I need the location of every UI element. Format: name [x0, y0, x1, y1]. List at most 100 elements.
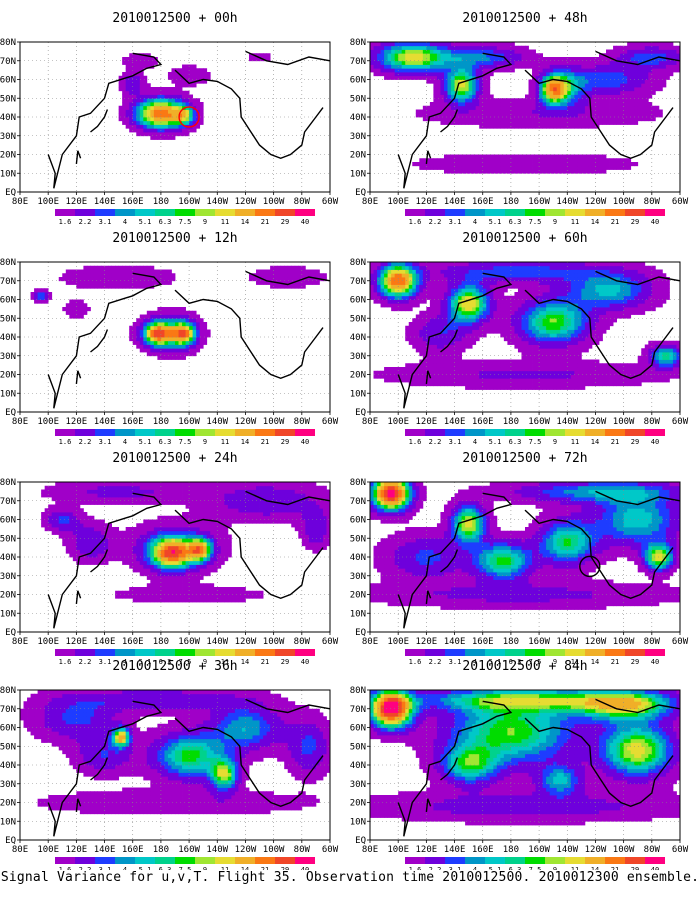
- field-cell: [444, 72, 448, 76]
- field-cell: [377, 72, 381, 76]
- colorbar-label: 5.1: [139, 438, 152, 446]
- field-cell: [543, 348, 547, 352]
- field-cell: [479, 300, 483, 304]
- field-cell: [402, 42, 406, 46]
- field-cell: [76, 281, 80, 285]
- field-cell: [574, 375, 578, 379]
- field-cell: [560, 378, 564, 382]
- field-cell: [465, 65, 469, 69]
- field-cell: [610, 68, 614, 72]
- field-cell: [469, 330, 473, 334]
- field-cell: [80, 270, 84, 274]
- field-cell: [574, 292, 578, 296]
- field-cell: [437, 162, 441, 166]
- field-cell: [543, 360, 547, 364]
- panel-title: 2010012500 + 00h: [112, 11, 237, 26]
- field-cell: [200, 117, 204, 121]
- field-cell: [521, 341, 525, 345]
- field-cell: [465, 330, 469, 334]
- field-cell: [168, 322, 172, 326]
- field-cell: [518, 46, 522, 50]
- field-cell: [416, 315, 420, 319]
- field-cell: [112, 285, 116, 289]
- field-cell: [493, 155, 497, 159]
- field-cell: [521, 292, 525, 296]
- field-cell: [76, 285, 80, 289]
- lon-tick-label: 160W: [528, 197, 550, 207]
- lon-tick-label: 160W: [178, 197, 200, 207]
- field-cell: [588, 285, 592, 289]
- field-cell: [571, 337, 575, 341]
- field-cell: [539, 326, 543, 330]
- field-cell: [564, 113, 568, 117]
- field-cell: [613, 72, 617, 76]
- field-cell: [193, 318, 197, 322]
- field-cell: [412, 65, 416, 69]
- colorbar-label: 40: [301, 218, 309, 226]
- field-cell: [440, 300, 444, 304]
- field-cell: [662, 300, 666, 304]
- field-cell: [525, 318, 529, 322]
- field-cell: [553, 311, 557, 315]
- field-cell: [426, 53, 430, 57]
- field-cell: [567, 307, 571, 311]
- field-cell: [546, 285, 550, 289]
- field-cell: [571, 285, 575, 289]
- field-cell: [129, 273, 133, 277]
- field-cell: [133, 117, 137, 121]
- field-cell: [469, 53, 473, 57]
- field-cell: [486, 98, 490, 102]
- field-cell: [603, 87, 607, 91]
- field-cell: [444, 371, 448, 375]
- field-cell: [448, 65, 452, 69]
- field-cell: [521, 337, 525, 341]
- field-cell: [433, 375, 437, 379]
- field-cell: [171, 125, 175, 129]
- field-cell: [521, 155, 525, 159]
- field-cell: [581, 83, 585, 87]
- field-cell: [543, 337, 547, 341]
- field-cell: [472, 311, 476, 315]
- field-cell: [472, 98, 476, 102]
- field-cell: [412, 285, 416, 289]
- field-cell: [532, 158, 536, 162]
- field-cell: [462, 162, 466, 166]
- field-cell: [557, 155, 561, 159]
- field-cell: [662, 61, 666, 65]
- field-cell: [472, 378, 476, 382]
- field-cell: [500, 360, 504, 364]
- field-cell: [476, 155, 480, 159]
- field-cell: [83, 303, 87, 307]
- field-cell: [581, 158, 585, 162]
- field-cell: [567, 121, 571, 125]
- field-cell: [617, 68, 621, 72]
- field-cell: [603, 162, 607, 166]
- field-cell: [529, 121, 533, 125]
- field-cell: [652, 80, 656, 84]
- field-cell: [164, 98, 168, 102]
- field-cell: [532, 345, 536, 349]
- field-cell: [585, 341, 589, 345]
- colorbar-swatch: [445, 209, 465, 216]
- field-cell: [277, 273, 281, 277]
- field-cell: [69, 307, 73, 311]
- field-cell: [603, 158, 607, 162]
- field-cell: [83, 270, 87, 274]
- field-cell: [426, 311, 430, 315]
- field-cell: [126, 87, 130, 91]
- field-cell: [409, 330, 413, 334]
- field-cell: [448, 281, 452, 285]
- field-cell: [472, 288, 476, 292]
- field-cell: [476, 360, 480, 364]
- field-cell: [476, 68, 480, 72]
- colorbar-swatch: [585, 209, 605, 216]
- field-cell: [465, 102, 469, 106]
- field-cell: [507, 300, 511, 304]
- field-cell: [574, 318, 578, 322]
- field-cell: [469, 318, 473, 322]
- field-cell: [182, 318, 186, 322]
- field-cell: [476, 46, 480, 50]
- field-cell: [578, 91, 582, 95]
- field-cell: [588, 360, 592, 364]
- field-cell: [525, 322, 529, 326]
